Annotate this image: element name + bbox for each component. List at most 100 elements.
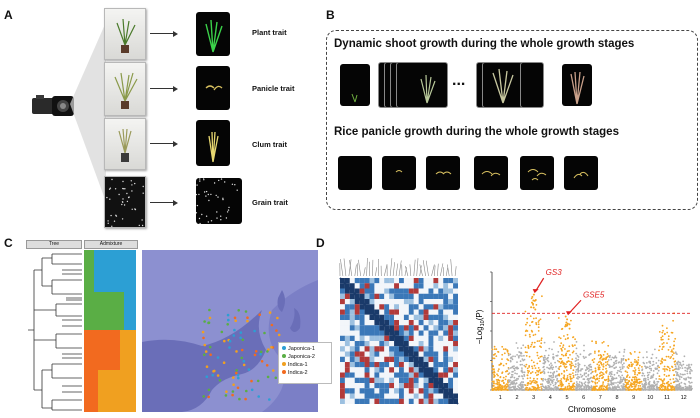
ld-cell <box>349 393 355 399</box>
snp-point <box>606 356 609 358</box>
snp-point <box>525 355 528 357</box>
ld-cell <box>349 283 355 289</box>
snp-point <box>560 347 563 350</box>
snp-point <box>618 374 620 377</box>
ld-cell <box>384 362 390 368</box>
ld-cell <box>408 288 414 294</box>
snp-point <box>539 371 542 374</box>
snp-point <box>621 364 624 366</box>
sample-point <box>237 309 240 312</box>
sample-point <box>203 343 207 347</box>
snp-point <box>523 358 526 361</box>
ld-cell <box>408 278 414 284</box>
snp-point <box>529 383 532 385</box>
snp-point <box>624 370 627 373</box>
ld-cell <box>433 372 439 378</box>
grain-dot <box>226 211 229 213</box>
grain-dot <box>225 217 228 219</box>
ld-cell <box>359 309 365 315</box>
snp-point <box>633 361 636 363</box>
snp-point <box>572 376 575 379</box>
ld-cell <box>433 320 439 326</box>
snp-point <box>661 389 664 391</box>
ld-cell <box>359 278 365 284</box>
ld-cell <box>399 309 404 315</box>
ld-cell <box>359 383 365 389</box>
snp-point <box>605 385 608 388</box>
ld-cell <box>443 304 449 310</box>
ld-cell <box>364 299 370 305</box>
snp-point <box>515 342 518 344</box>
snp-point <box>529 380 531 382</box>
snp-point <box>566 375 569 377</box>
snp-point <box>607 377 610 379</box>
sample-point <box>228 339 232 343</box>
snp-point <box>635 360 638 363</box>
snp-point <box>549 367 551 370</box>
ld-cell <box>374 341 380 347</box>
ld-cell <box>403 283 409 289</box>
ld-cell <box>374 362 380 368</box>
snp-point <box>605 364 607 367</box>
ld-cell <box>433 362 439 368</box>
snp-point <box>577 356 580 358</box>
snp-point <box>501 385 504 387</box>
ld-cell <box>418 341 424 347</box>
grain-dot <box>109 187 112 189</box>
snp-point <box>524 346 527 349</box>
ld-cell <box>453 367 458 373</box>
sample-point <box>266 350 269 353</box>
snp-point <box>635 383 638 386</box>
snp-point <box>661 358 663 361</box>
snp-point <box>546 380 548 383</box>
ld-cell <box>359 372 365 378</box>
ld-cell <box>364 398 370 404</box>
snp-point <box>601 372 604 374</box>
snp-point <box>656 372 659 375</box>
ld-cell <box>443 314 449 320</box>
snp-point <box>662 368 665 370</box>
snp-connector <box>425 260 429 277</box>
snp-point <box>688 364 690 367</box>
peak-point <box>531 295 534 298</box>
sample-point <box>242 363 246 367</box>
snp-point <box>605 378 608 381</box>
snp-point <box>679 385 682 388</box>
snp-point <box>571 362 573 365</box>
snp-point <box>621 367 624 370</box>
snp-point <box>538 340 541 342</box>
sample-point <box>227 318 230 322</box>
snp-point <box>526 374 529 377</box>
ld-cell <box>438 398 444 404</box>
snp-point <box>521 363 523 366</box>
snp-point <box>617 361 620 364</box>
snp-point <box>560 378 563 380</box>
snp-point <box>630 361 632 364</box>
ld-cell <box>413 372 419 378</box>
snp-point <box>611 378 614 381</box>
grain-dot <box>134 182 136 185</box>
snp-point <box>623 351 626 353</box>
grain-photo <box>104 176 146 228</box>
snp-connector <box>348 259 352 277</box>
snp-point <box>542 379 544 382</box>
snp-point <box>512 367 515 370</box>
snp-point <box>621 380 624 383</box>
ld-cell <box>433 314 439 320</box>
ld-cell <box>423 383 429 389</box>
snp-point <box>572 369 575 372</box>
ld-cell <box>428 383 434 389</box>
snp-point <box>663 373 666 376</box>
snp-point <box>550 366 553 369</box>
ld-cell <box>354 351 360 357</box>
snp-point <box>539 318 542 321</box>
snp-point <box>564 338 567 341</box>
ld-cell <box>448 351 454 357</box>
snp-point <box>495 355 498 357</box>
snp-point <box>660 336 663 339</box>
ld-cell <box>438 304 444 310</box>
ld-cell <box>369 362 375 368</box>
snp-point <box>511 382 514 385</box>
snp-point <box>650 357 653 359</box>
ld-cell <box>448 346 454 352</box>
